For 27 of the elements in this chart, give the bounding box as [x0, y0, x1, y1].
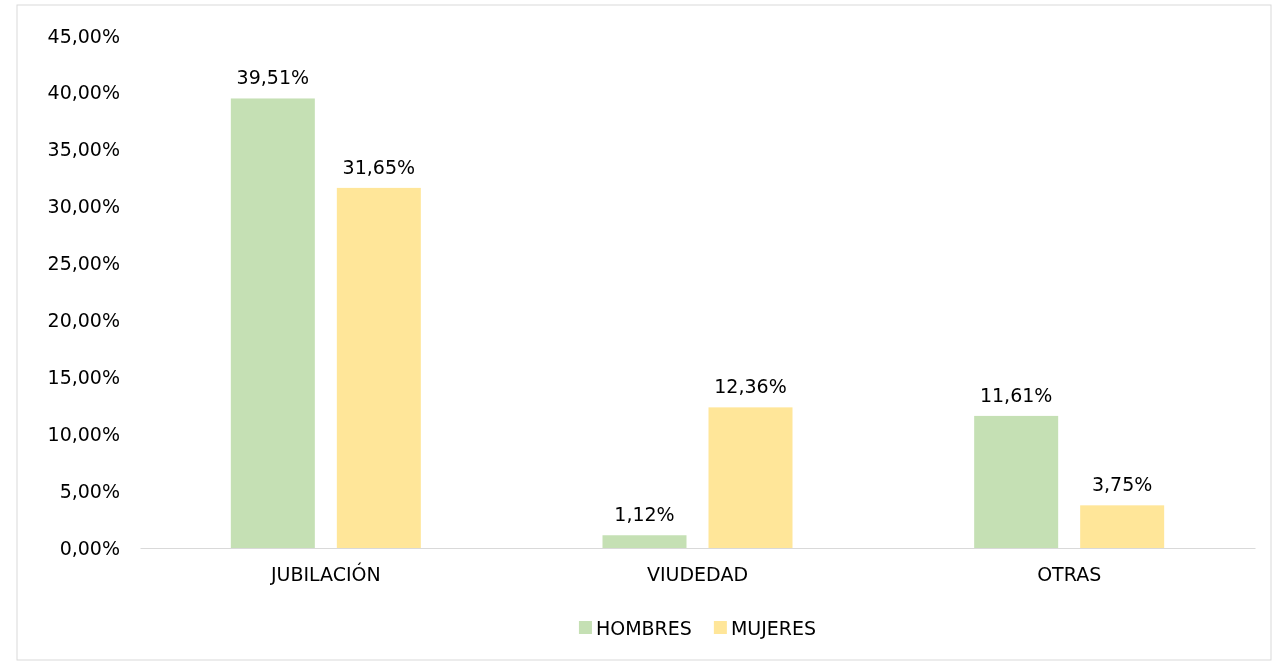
- y-tick-label: 25,00%: [47, 252, 120, 275]
- bar: [974, 415, 1059, 548]
- y-tick-label: 5,00%: [59, 479, 120, 502]
- bar: [230, 98, 315, 548]
- legend-label: HOMBRES: [595, 616, 692, 639]
- x-tick-label: JUBILACIÓN: [269, 562, 381, 586]
- x-tick-label: OTRAS: [1037, 563, 1102, 586]
- y-tick-label: 45,00%: [47, 24, 120, 47]
- bar: [1080, 505, 1165, 548]
- data-label: 1,12%: [614, 503, 675, 526]
- x-tick-label: VIUDEDAD: [646, 563, 749, 586]
- bar: [708, 407, 793, 548]
- y-tick-label: 40,00%: [47, 81, 120, 104]
- data-label: 39,51%: [236, 66, 310, 89]
- data-label: 3,75%: [1091, 473, 1153, 496]
- y-tick-label: 35,00%: [47, 138, 120, 161]
- y-tick-label: 0,00%: [59, 536, 120, 559]
- legend-label: MUJERES: [730, 616, 817, 639]
- data-label: 12,36%: [714, 375, 787, 398]
- y-tick-label: 10,00%: [47, 422, 120, 445]
- y-tick-label: 20,00%: [47, 309, 120, 332]
- bar: [602, 535, 687, 548]
- data-label: 31,65%: [342, 155, 416, 178]
- y-tick-label: 30,00%: [47, 195, 120, 218]
- data-label: 11,61%: [979, 383, 1053, 406]
- y-tick-label: 15,00%: [47, 365, 120, 388]
- bar: [336, 187, 421, 548]
